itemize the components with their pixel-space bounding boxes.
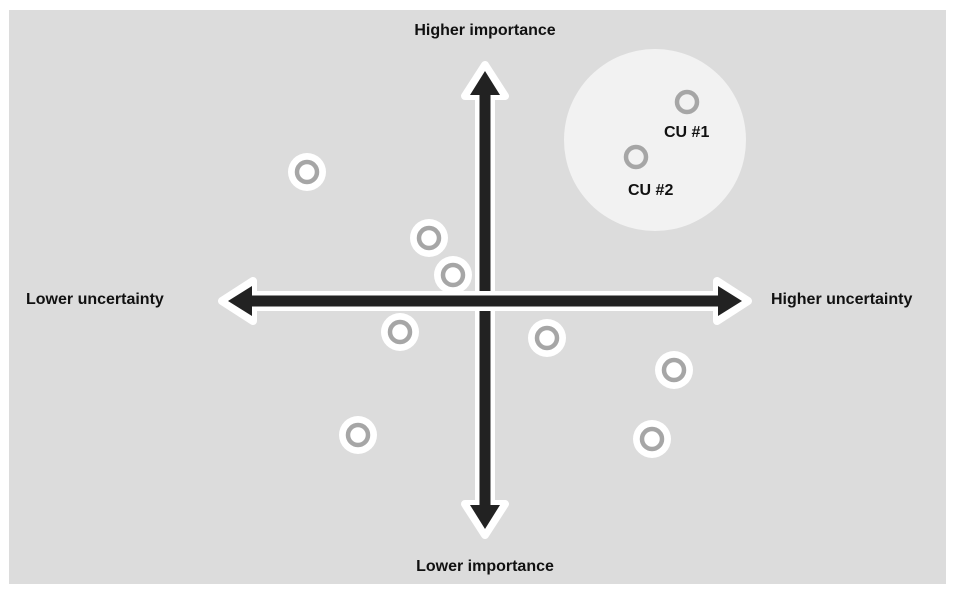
cu2-label: CU #2 (628, 182, 674, 199)
axis-label-right: Higher uncertainty (771, 291, 913, 308)
marker-1 (288, 153, 326, 191)
marker-cu2 (623, 144, 649, 170)
marker-5 (528, 319, 566, 357)
horizontal-axis-arrow (218, 277, 752, 325)
cu1-label: CU #1 (664, 124, 710, 141)
axis-label-bottom: Lower importance (416, 558, 554, 575)
marker-8 (633, 420, 671, 458)
marker-4 (381, 313, 419, 351)
axis-label-left: Lower uncertainty (26, 291, 164, 308)
marker-6 (655, 351, 693, 389)
marker-3 (434, 256, 472, 294)
critical-uncertainty-highlight (564, 49, 746, 231)
marker-cu1 (674, 89, 700, 115)
axis-label-top: Higher importance (414, 22, 556, 39)
marker-2 (410, 219, 448, 257)
marker-7 (339, 416, 377, 454)
